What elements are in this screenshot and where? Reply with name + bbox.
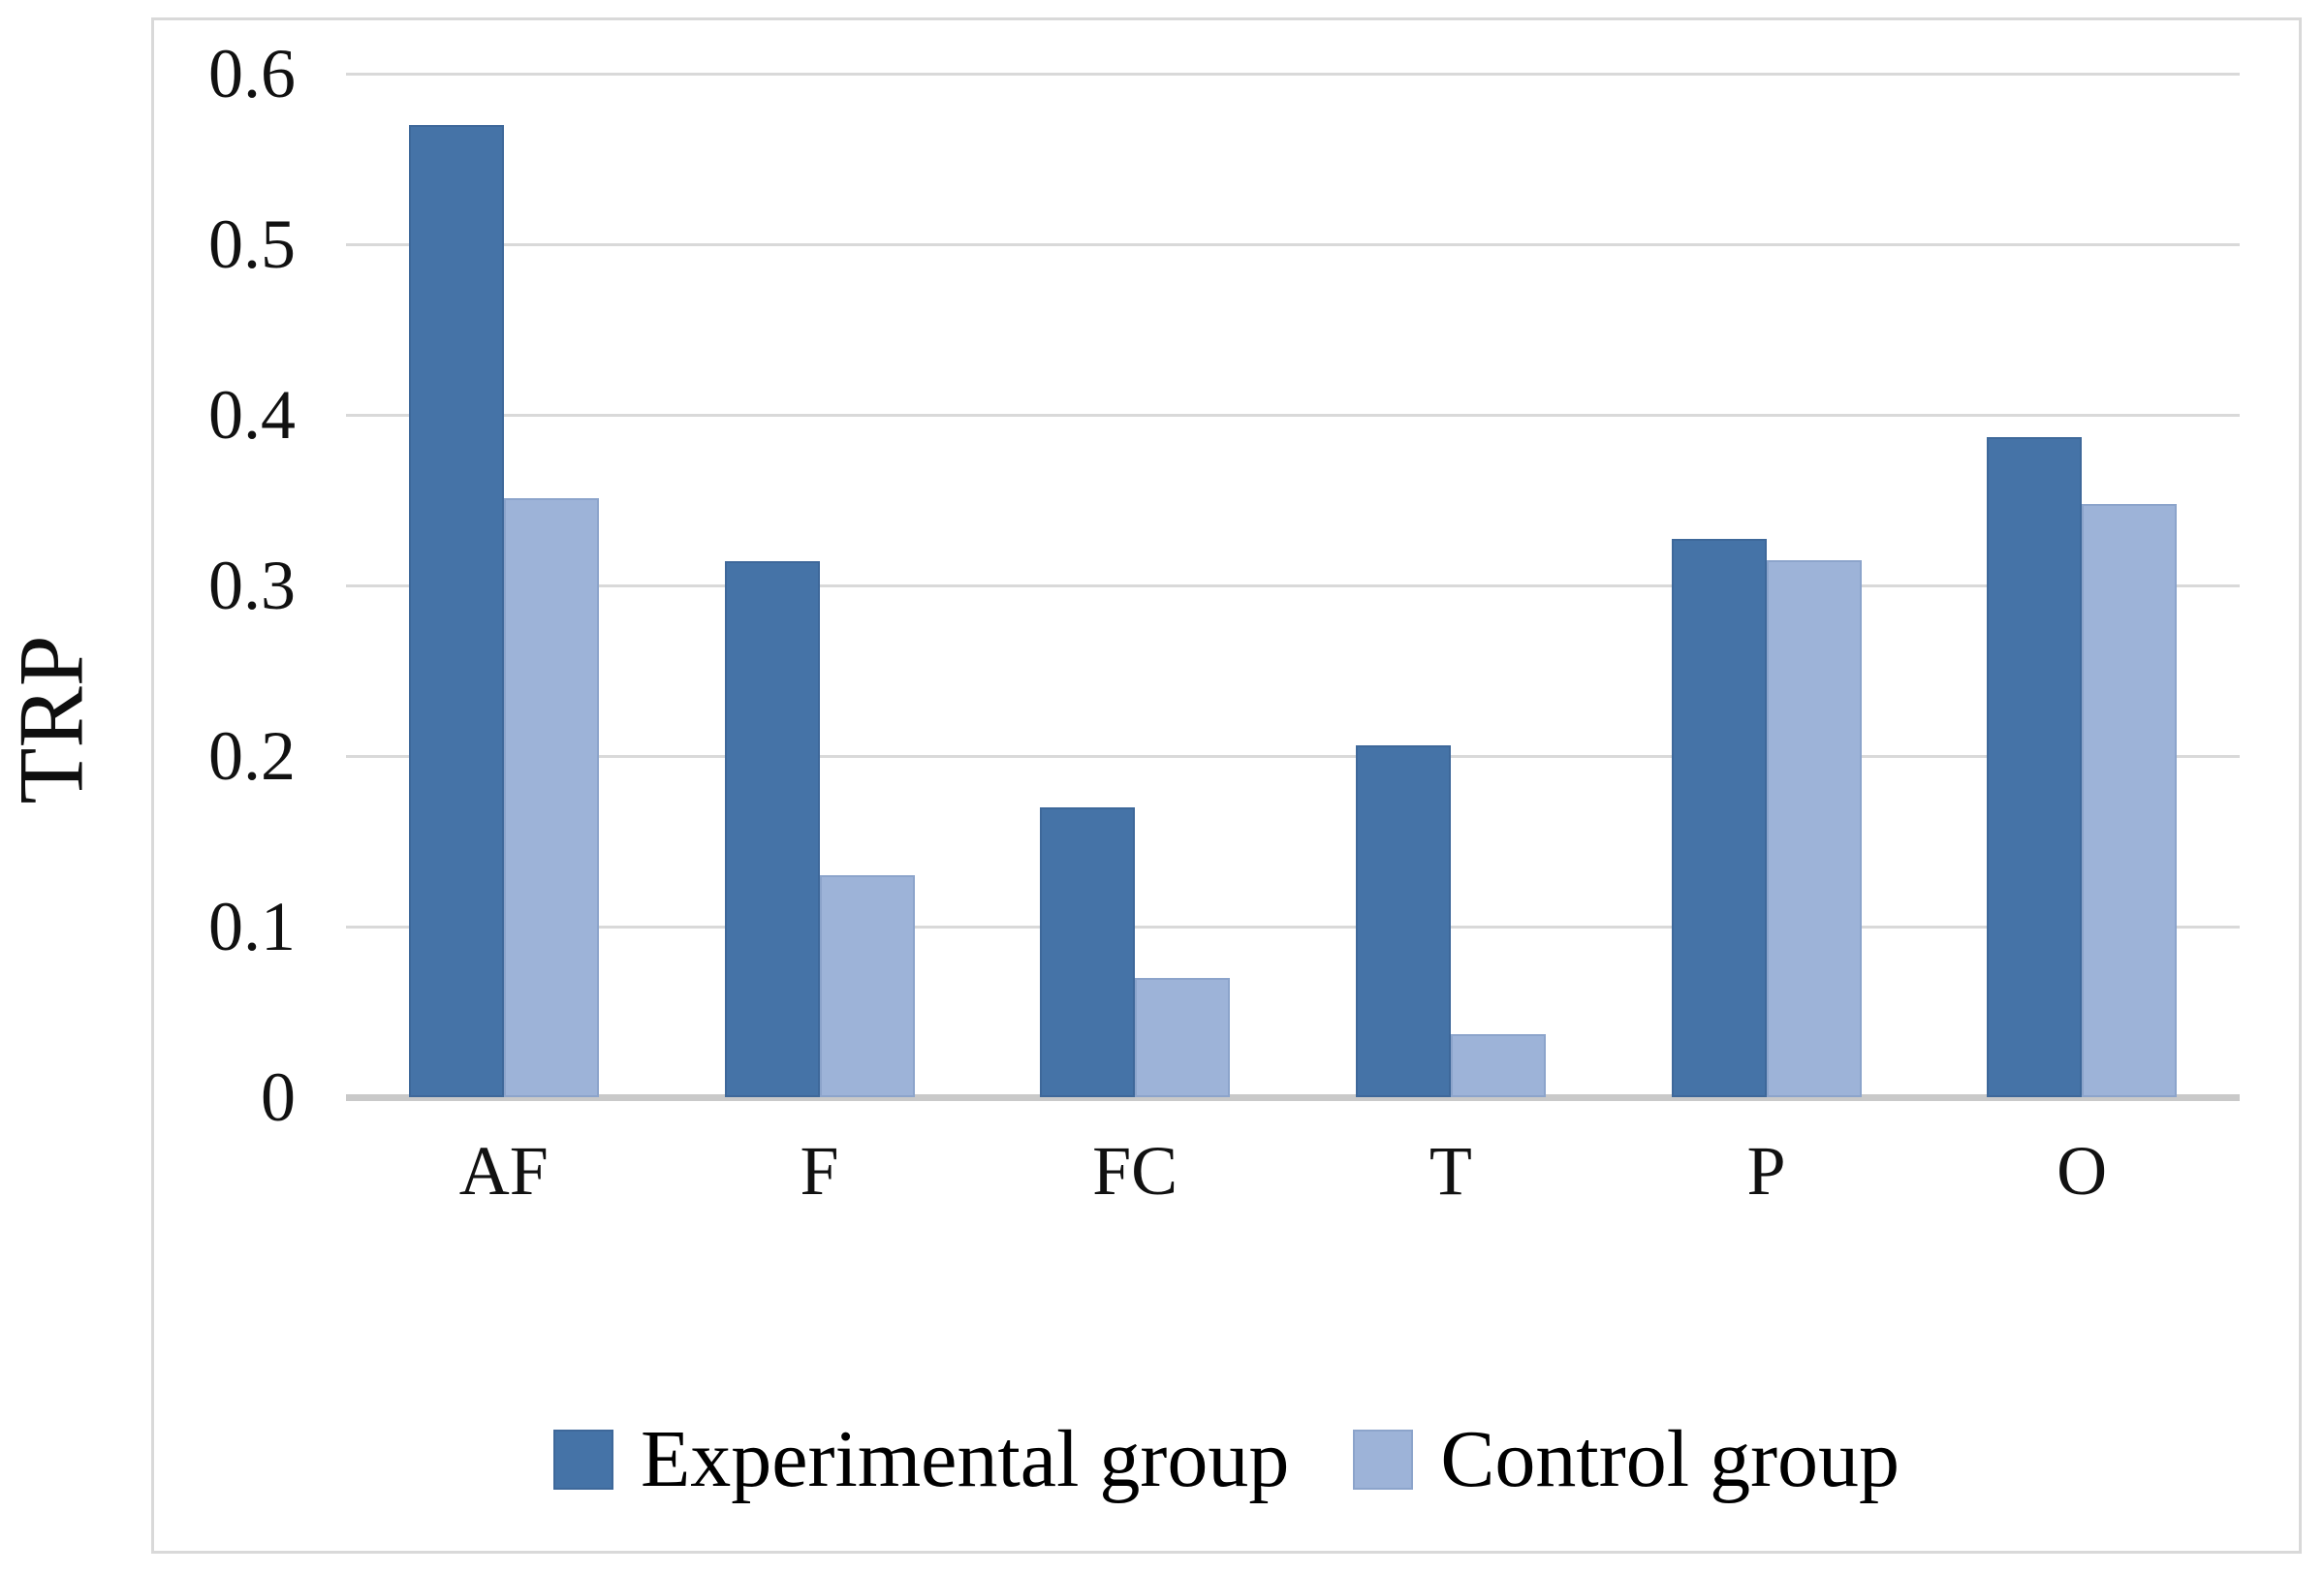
bar-experimental-group-P [1671, 539, 1767, 1097]
y-tick-label: 0.5 [208, 205, 296, 283]
category-label-T: T [1429, 1132, 1472, 1210]
legend-swatch-icon [552, 1430, 613, 1490]
y-tick-label: 0.2 [208, 717, 296, 795]
bar-control-group-AF [503, 498, 599, 1097]
category-label-FC: FC [1092, 1132, 1178, 1210]
gridline [346, 754, 2240, 758]
gridline [346, 583, 2240, 587]
bar-control-group-F [819, 875, 915, 1097]
category-label-F: F [800, 1132, 839, 1210]
bar-experimental-group-AF [408, 125, 504, 1097]
category-label-AF: AF [458, 1132, 549, 1210]
category-label-P: P [1746, 1132, 1786, 1210]
gridline [346, 413, 2240, 417]
bar-control-group-P [1766, 560, 1862, 1097]
legend-item-experimental-group: Experimental group [552, 1406, 1290, 1513]
y-tick-label: 0.1 [208, 888, 296, 965]
gridline [346, 242, 2240, 246]
bar-experimental-group-T [1355, 745, 1451, 1097]
x-axis-line [346, 1094, 2240, 1101]
bar-experimental-group-O [1987, 437, 2083, 1097]
legend-swatch-icon [1353, 1430, 1414, 1490]
legend-item-control-group: Control group [1353, 1406, 1900, 1513]
bar-experimental-group-F [724, 561, 820, 1097]
chart-plot-border: 0.6 0.5 0.4 0.3 0.2 0.1 0 AF F FC T P O Experimenta… [151, 17, 2302, 1554]
plot-area [346, 72, 2240, 1101]
bar-control-group-O [2082, 504, 2178, 1097]
y-tick-label: 0 [261, 1058, 296, 1136]
bar-experimental-group-FC [1040, 807, 1136, 1097]
y-axis-title: TRP [0, 635, 103, 804]
category-label-O: O [2057, 1132, 2108, 1210]
chart-legend: Experimental group Control group [154, 1406, 2299, 1513]
gridline [346, 925, 2240, 929]
y-tick-label: 0.3 [208, 547, 296, 624]
legend-label: Control group [1440, 1414, 1900, 1504]
bar-control-group-FC [1135, 978, 1231, 1097]
y-tick-label: 0.4 [208, 376, 296, 454]
y-tick-label: 0.6 [208, 35, 296, 112]
legend-label: Experimental group [640, 1414, 1290, 1504]
gridline [346, 72, 2240, 76]
bar-control-group-T [1450, 1034, 1546, 1097]
